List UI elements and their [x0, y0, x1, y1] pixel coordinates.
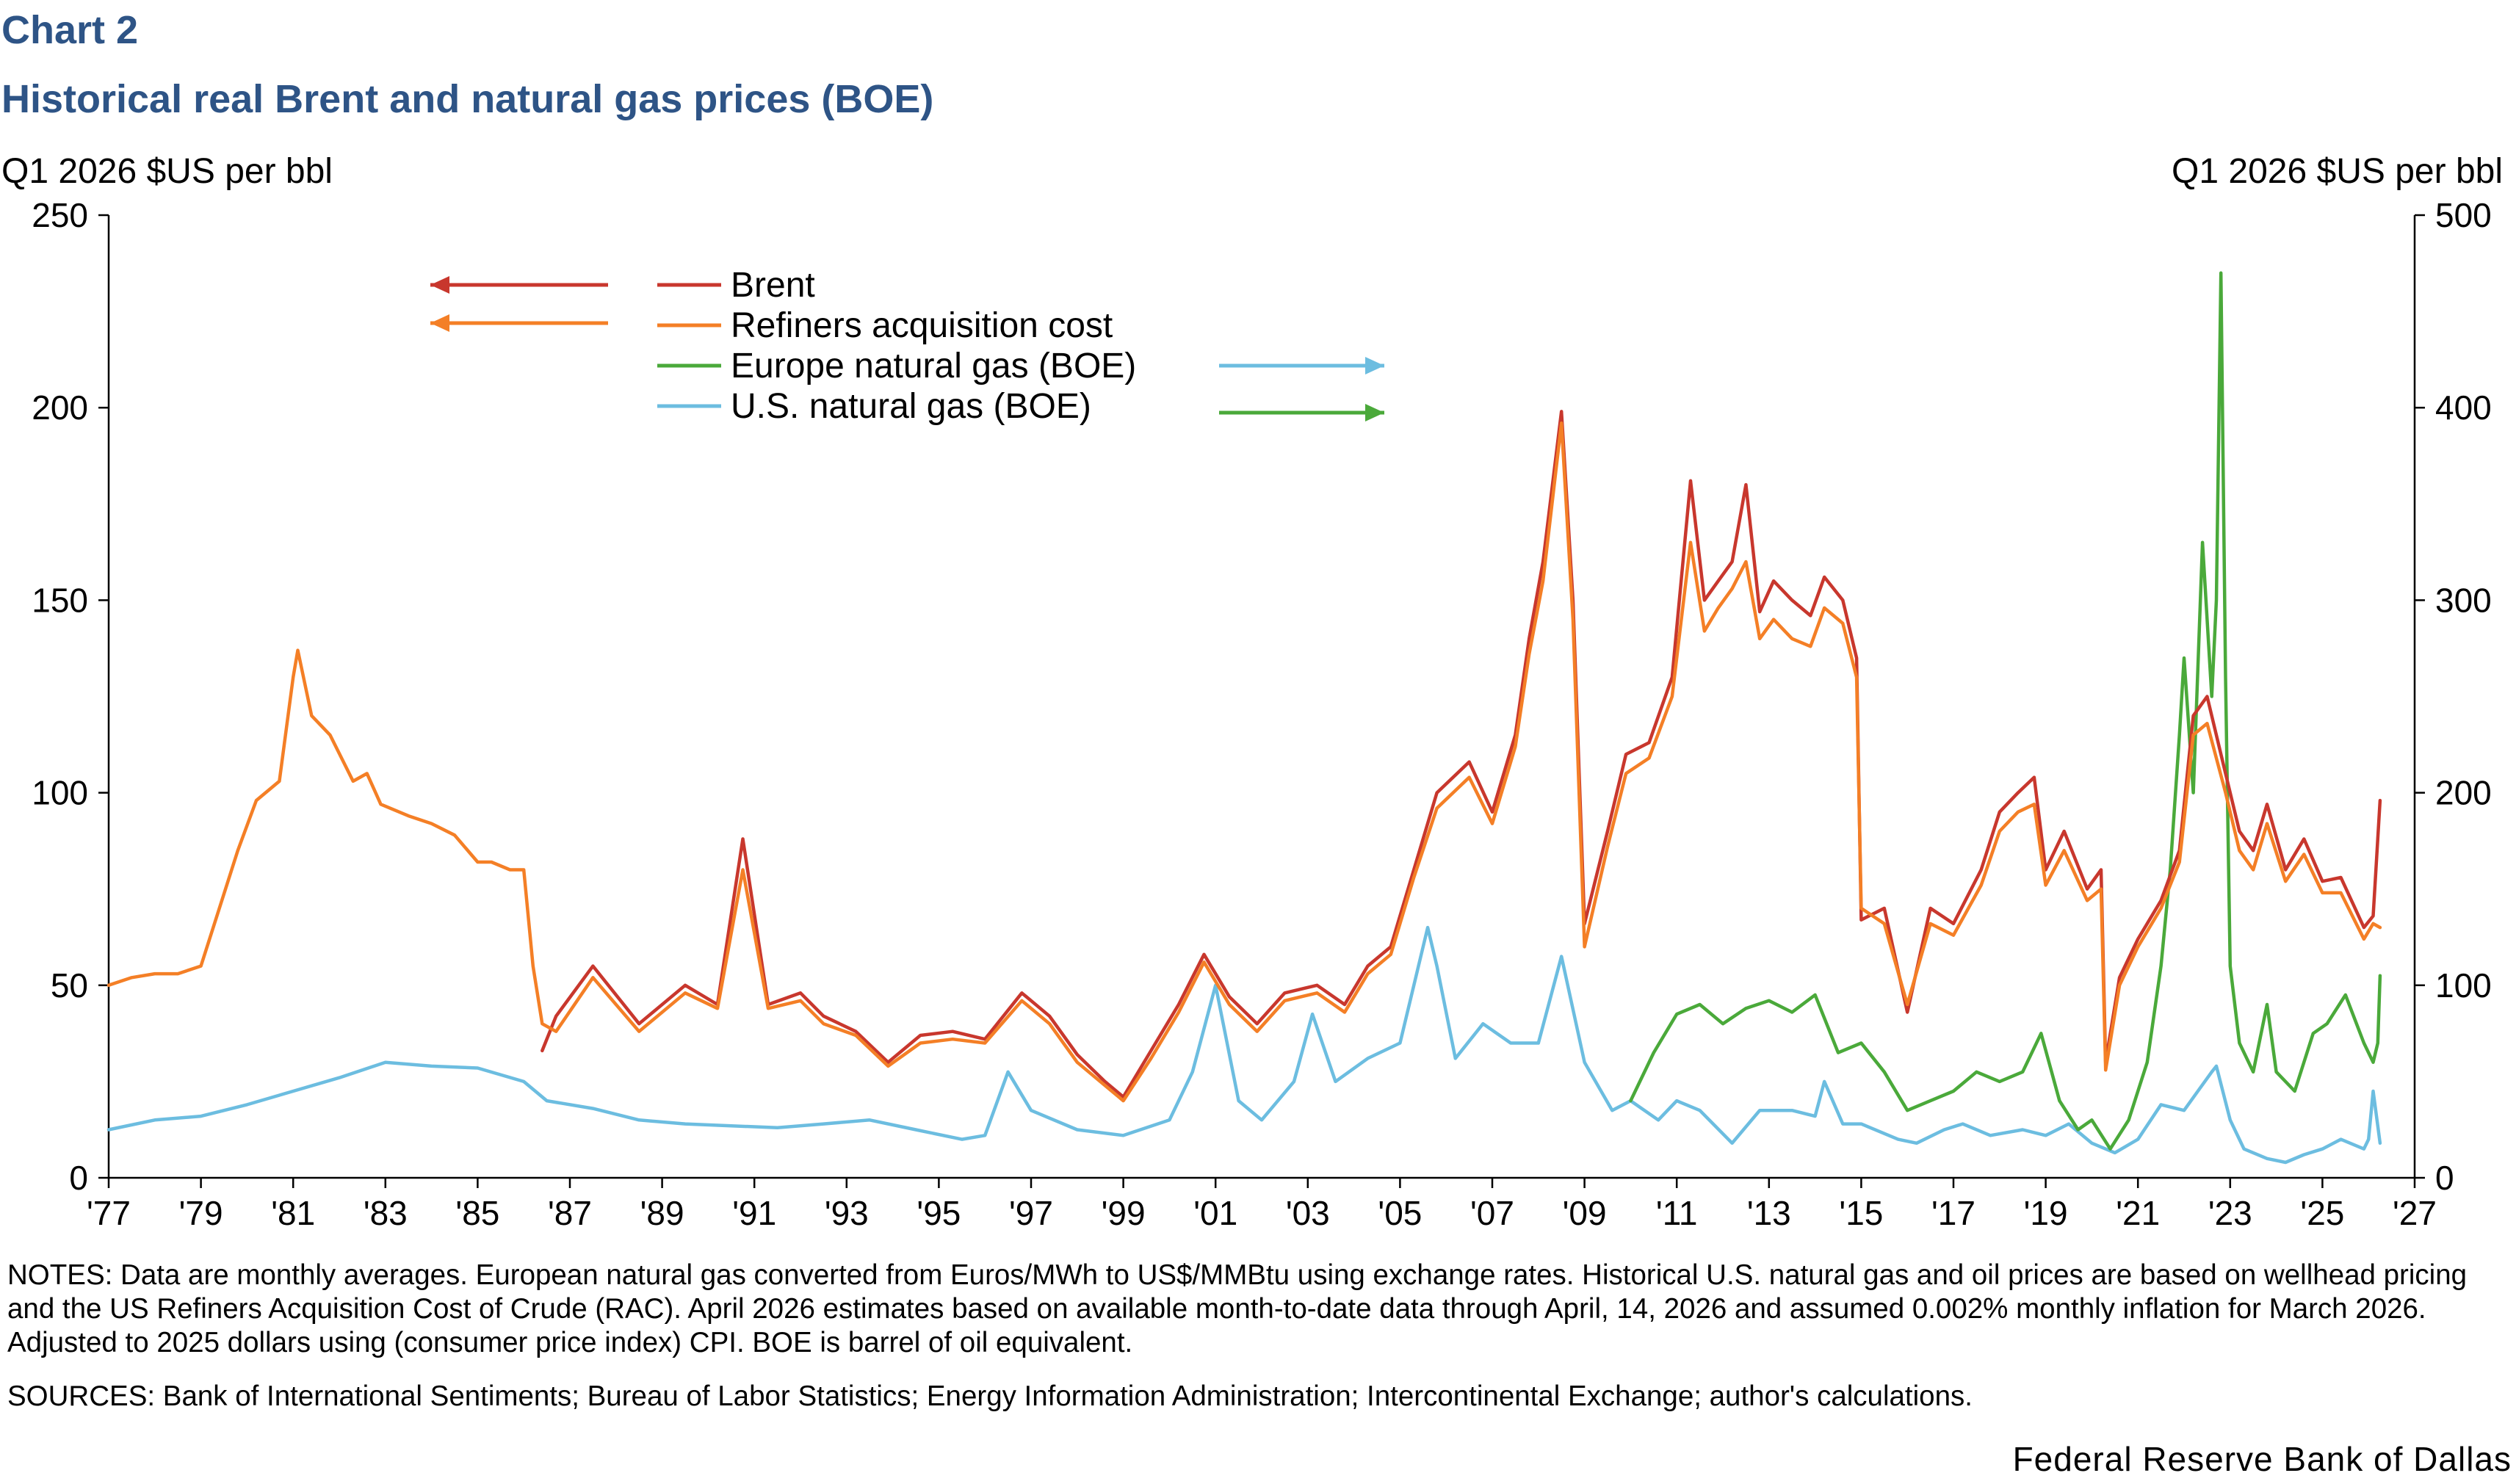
x-tick-label: '13 [1747, 1194, 1791, 1232]
y-left-tick-label: 200 [32, 388, 88, 427]
y-left-tick-label: 50 [51, 966, 88, 1005]
x-tick-label: '79 [179, 1194, 223, 1232]
y-left-tick-label: 0 [69, 1159, 88, 1197]
x-tick-label: '09 [1563, 1194, 1607, 1232]
line-chart: 0 50 100 150 200 250 0 100 200 300 400 500 '77 '79 '81… [32, 196, 2492, 1232]
series-line-brent [541, 410, 2382, 1099]
series-line-rac [106, 421, 2382, 1103]
y-right-tick-label: 500 [2435, 196, 2492, 234]
x-tick-label: '07 [1470, 1194, 1514, 1232]
x-tick-label: '93 [825, 1194, 869, 1232]
x-tick-label: '23 [2208, 1194, 2252, 1232]
x-tick-label: '11 [1656, 1194, 1698, 1232]
y-right-tick-label: 300 [2435, 581, 2492, 619]
y-right-tick-label: 400 [2435, 388, 2492, 427]
chart-notes: NOTES: Data are monthly averages. Europe… [7, 1259, 2468, 1358]
x-tick-label: '19 [2024, 1194, 2068, 1232]
x-tick-label: '83 [364, 1194, 408, 1232]
y-right-tick-label: 100 [2435, 966, 2492, 1005]
x-tick-label: '89 [640, 1194, 684, 1232]
x-tick-label: '91 [732, 1194, 776, 1232]
series-line-us_gas [106, 925, 2382, 1165]
x-tick-label: '21 [2116, 1194, 2160, 1232]
x-tick-label: '27 [2393, 1194, 2437, 1232]
legend-label-rac: Refiners acquisition cost [731, 306, 1113, 345]
brent-left-axis-arrow-head [430, 276, 449, 294]
chart-title: Historical real Brent and natural gas pr… [1, 77, 934, 121]
x-tick-label: '03 [1286, 1194, 1330, 1232]
chart-sources: SOURCES: Bank of International Sentiment… [7, 1380, 1973, 1412]
x-tick-label: '97 [1009, 1194, 1053, 1232]
x-tick-label: '85 [455, 1194, 499, 1232]
y-left-tick-label: 250 [32, 196, 88, 234]
legend-label-brent: Brent [731, 266, 815, 305]
y-left-tick-label: 100 [32, 774, 88, 812]
brand-logo-text: Federal Reserve Bank of Dallas [2012, 1440, 2512, 1478]
y-right-tick-label: 200 [2435, 774, 2492, 812]
x-tick-label: '05 [1378, 1194, 1422, 1232]
x-tick-label: '95 [917, 1194, 961, 1232]
x-tick-label: '87 [548, 1194, 592, 1232]
chart-number: Chart 2 [1, 8, 139, 52]
y-right-tick-label: 0 [2435, 1159, 2454, 1197]
right-axis-unit: Q1 2026 $US per bbl [2172, 152, 2503, 191]
europe-gas-right-axis-arrow-head [1365, 404, 1384, 421]
x-tick-label: '77 [87, 1194, 131, 1232]
left-axis-unit: Q1 2026 $US per bbl [1, 152, 333, 191]
y-left-tick-label: 150 [32, 581, 88, 619]
x-tick-label: '15 [1839, 1194, 1883, 1232]
x-tick-label: '25 [2300, 1194, 2344, 1232]
legend-label-us_gas: U.S. natural gas (BOE) [731, 387, 1091, 426]
rac-left-axis-arrow-head [430, 314, 449, 332]
series-line-europe_gas [1629, 271, 2382, 1151]
x-tick-label: '01 [1193, 1194, 1237, 1232]
x-tick-label: '81 [271, 1194, 315, 1232]
x-tick-label: '99 [1102, 1194, 1146, 1232]
x-tick-label: '17 [1931, 1194, 1975, 1232]
legend-label-europe_gas: Europe natural gas (BOE) [731, 347, 1136, 386]
us-gas-right-axis-arrow-head [1365, 357, 1384, 374]
